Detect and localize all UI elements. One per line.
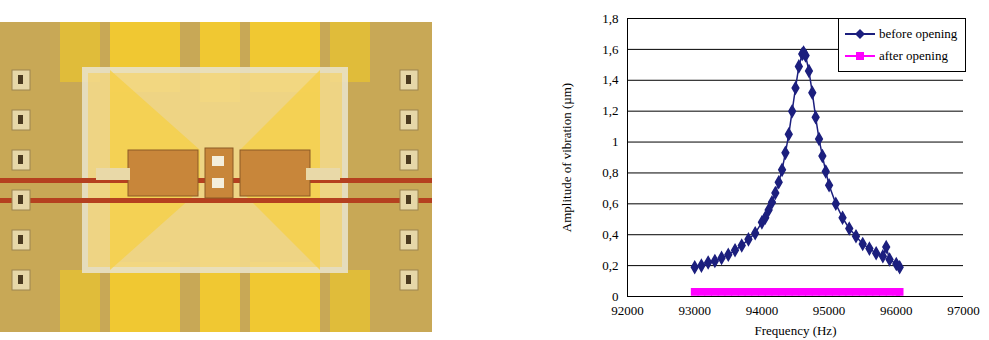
svg-text:0: 0 [612, 289, 619, 304]
svg-text:95000: 95000 [813, 303, 846, 318]
svg-text:1,2: 1,2 [602, 103, 618, 118]
svg-text:92000: 92000 [611, 303, 644, 318]
svg-text:0,6: 0,6 [602, 196, 619, 211]
html-text:before opening: before opening [879, 26, 958, 41]
svg-text:0,2: 0,2 [602, 258, 618, 273]
svg-text:94000: 94000 [746, 303, 779, 318]
svg-text:1,6: 1,6 [602, 42, 619, 57]
svg-text:93000: 93000 [678, 303, 711, 318]
svg-text:0,8: 0,8 [602, 165, 618, 180]
svg-text:Amplitude of vibration (µm): Amplitude of vibration (µm) [559, 83, 574, 232]
svg-text:Frequency (Hz): Frequency (Hz) [755, 323, 837, 338]
svg-text:1: 1 [612, 134, 619, 149]
svg-text:97000: 97000 [947, 303, 980, 318]
svg-text:96000: 96000 [880, 303, 913, 318]
html-text:after opening: after opening [879, 48, 948, 63]
svg-text:1,8: 1,8 [602, 11, 618, 26]
svg-text:0,4: 0,4 [602, 227, 619, 242]
svg-text:1,4: 1,4 [602, 72, 619, 87]
